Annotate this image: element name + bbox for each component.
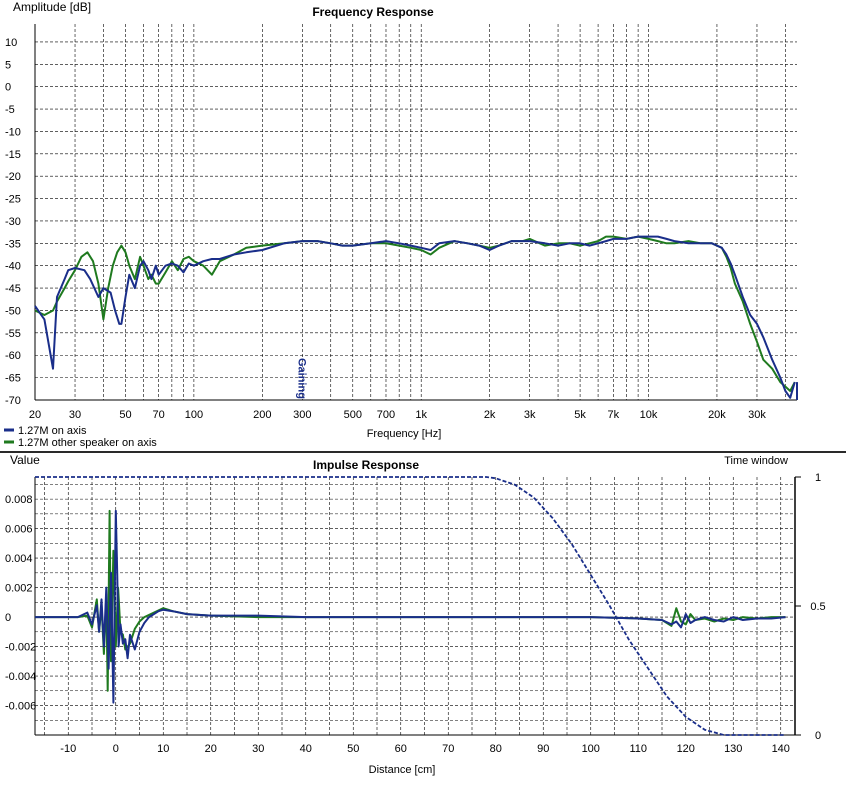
fr-series-line-1[interactable] [34, 235, 796, 399]
ir-x-tick-label: 10 [157, 743, 169, 755]
fr-y-tick-label: -30 [5, 216, 21, 228]
fr-x-tick-label: 20k [708, 409, 726, 421]
fr-series: Gaining [34, 235, 798, 400]
ir-y2-axis-label: Time window [724, 455, 788, 467]
ir-y-axis-label: Value [10, 453, 40, 467]
fr-x-tick-label: 70 [153, 409, 165, 421]
ir-y-tick-label: 0.004 [5, 553, 33, 565]
ir-x-tick-label: 50 [347, 743, 359, 755]
fr-y-tick-label: 5 [5, 59, 11, 71]
ir-time-window-curve[interactable] [35, 476, 786, 736]
fr-y-tick-label: -35 [5, 238, 21, 250]
fr-x-tick-label: 5k [574, 409, 586, 421]
fr-y-tick-label: 10 [5, 37, 17, 49]
ir-x-tick-label: 120 [677, 743, 695, 755]
ir-x-tick-label: 130 [724, 743, 742, 755]
ir-y2-tick-label: 1 [815, 472, 821, 484]
fr-y-tick-label: -5 [5, 104, 15, 116]
ir-y-tick-label: -0.004 [5, 671, 36, 683]
ir-x-tick-label: 100 [582, 743, 600, 755]
fr-x-axis-label: Frequency [Hz] [367, 428, 442, 440]
ir-x-tick-label: 60 [395, 743, 407, 755]
fr-y-tick-label: -40 [5, 261, 21, 273]
fr-x-tick-label: 30k [748, 409, 766, 421]
fr-x-tick-label: 100 [185, 409, 203, 421]
fr-y-tick-label: -55 [5, 328, 21, 340]
fr-annotation: Gaining [295, 358, 307, 399]
ir-x-tick-label: 110 [629, 743, 647, 755]
impulse-response-chart[interactable]: 0.008 0.006 0.004 0.002 0 -0.002 -0.004 -0.006 -… [0, 453, 846, 786]
ir-x-tick-label: 90 [537, 743, 549, 755]
ir-x-tick-label: 140 [772, 743, 790, 755]
ir-y-tick-label: -0.002 [5, 642, 36, 654]
ir-series-line-1[interactable] [35, 509, 786, 704]
fr-y-tick-label: -15 [5, 149, 21, 161]
fr-y-tick-label: 0 [5, 82, 11, 94]
legend-label[interactable]: 1.27M other speaker on axis [18, 437, 157, 449]
frequency-response-chart[interactable]: 1050-5-10-15-20-25-30-35-40-45-50-55-60-… [0, 0, 846, 452]
fr-x-tick-label: 1k [415, 409, 427, 421]
fr-y-tick-label: -70 [5, 395, 21, 407]
ir-y2-tick-label: 0 [815, 730, 821, 742]
chart-separator [0, 451, 846, 453]
ir-y-tick-label: 0.002 [5, 583, 33, 595]
fr-chart-title: Frequency Response [312, 5, 434, 19]
fr-grid: 1050-5-10-15-20-25-30-35-40-45-50-55-60-… [5, 24, 797, 421]
ir-x-tick-label: 20 [205, 743, 217, 755]
legend-label[interactable]: 1.27M on axis [18, 425, 87, 437]
ir-y-tick-label: 0 [5, 612, 11, 624]
fr-x-tick-label: 7k [607, 409, 619, 421]
fr-y-tick-label: -60 [5, 350, 21, 362]
fr-y-tick-label: -65 [5, 373, 21, 385]
ir-x-tick-label: -10 [60, 743, 76, 755]
ir-x-tick-label: 30 [252, 743, 264, 755]
fr-y-tick-label: -10 [5, 126, 21, 138]
fr-y-tick-label: -50 [5, 305, 21, 317]
ir-y-tick-label: 0.008 [5, 494, 33, 506]
fr-x-tick-label: 3k [524, 409, 536, 421]
ir-y-tick-label: 0.006 [5, 524, 33, 536]
ir-x-tick-label: 80 [490, 743, 502, 755]
fr-x-tick-label: 300 [293, 409, 311, 421]
fr-y-axis-label: Amplitude [dB] [13, 0, 91, 14]
fr-y-tick-label: -45 [5, 283, 21, 295]
fr-plot-area[interactable] [35, 24, 797, 400]
ir-y2-tick-label: 0.5 [810, 601, 825, 613]
ir-series [35, 476, 786, 736]
fr-x-tick-label: 200 [253, 409, 271, 421]
ir-x-tick-label: 70 [442, 743, 454, 755]
fr-y-tick-label: -25 [5, 194, 21, 206]
fr-x-tick-label: 700 [377, 409, 395, 421]
ir-x-axis-label: Distance [cm] [369, 764, 436, 776]
fr-x-tick-label: 500 [344, 409, 362, 421]
fr-x-tick-label: 50 [119, 409, 131, 421]
ir-x-tick-label: 0 [113, 743, 119, 755]
fr-x-tick-label: 10k [640, 409, 658, 421]
fr-y-tick-label: -20 [5, 171, 21, 183]
ir-x-tick-label: 40 [300, 743, 312, 755]
ir-y-tick-label: -0.006 [5, 701, 36, 713]
fr-x-tick-label: 2k [484, 409, 496, 421]
fr-x-tick-label: 20 [29, 409, 41, 421]
ir-grid: 0.008 0.006 0.004 0.002 0 -0.002 -0.004 -0.006 -… [5, 472, 826, 755]
ir-chart-title: Impulse Response [313, 458, 419, 472]
ir-plot-area[interactable] [35, 477, 795, 735]
fr-x-tick-label: 30 [69, 409, 81, 421]
